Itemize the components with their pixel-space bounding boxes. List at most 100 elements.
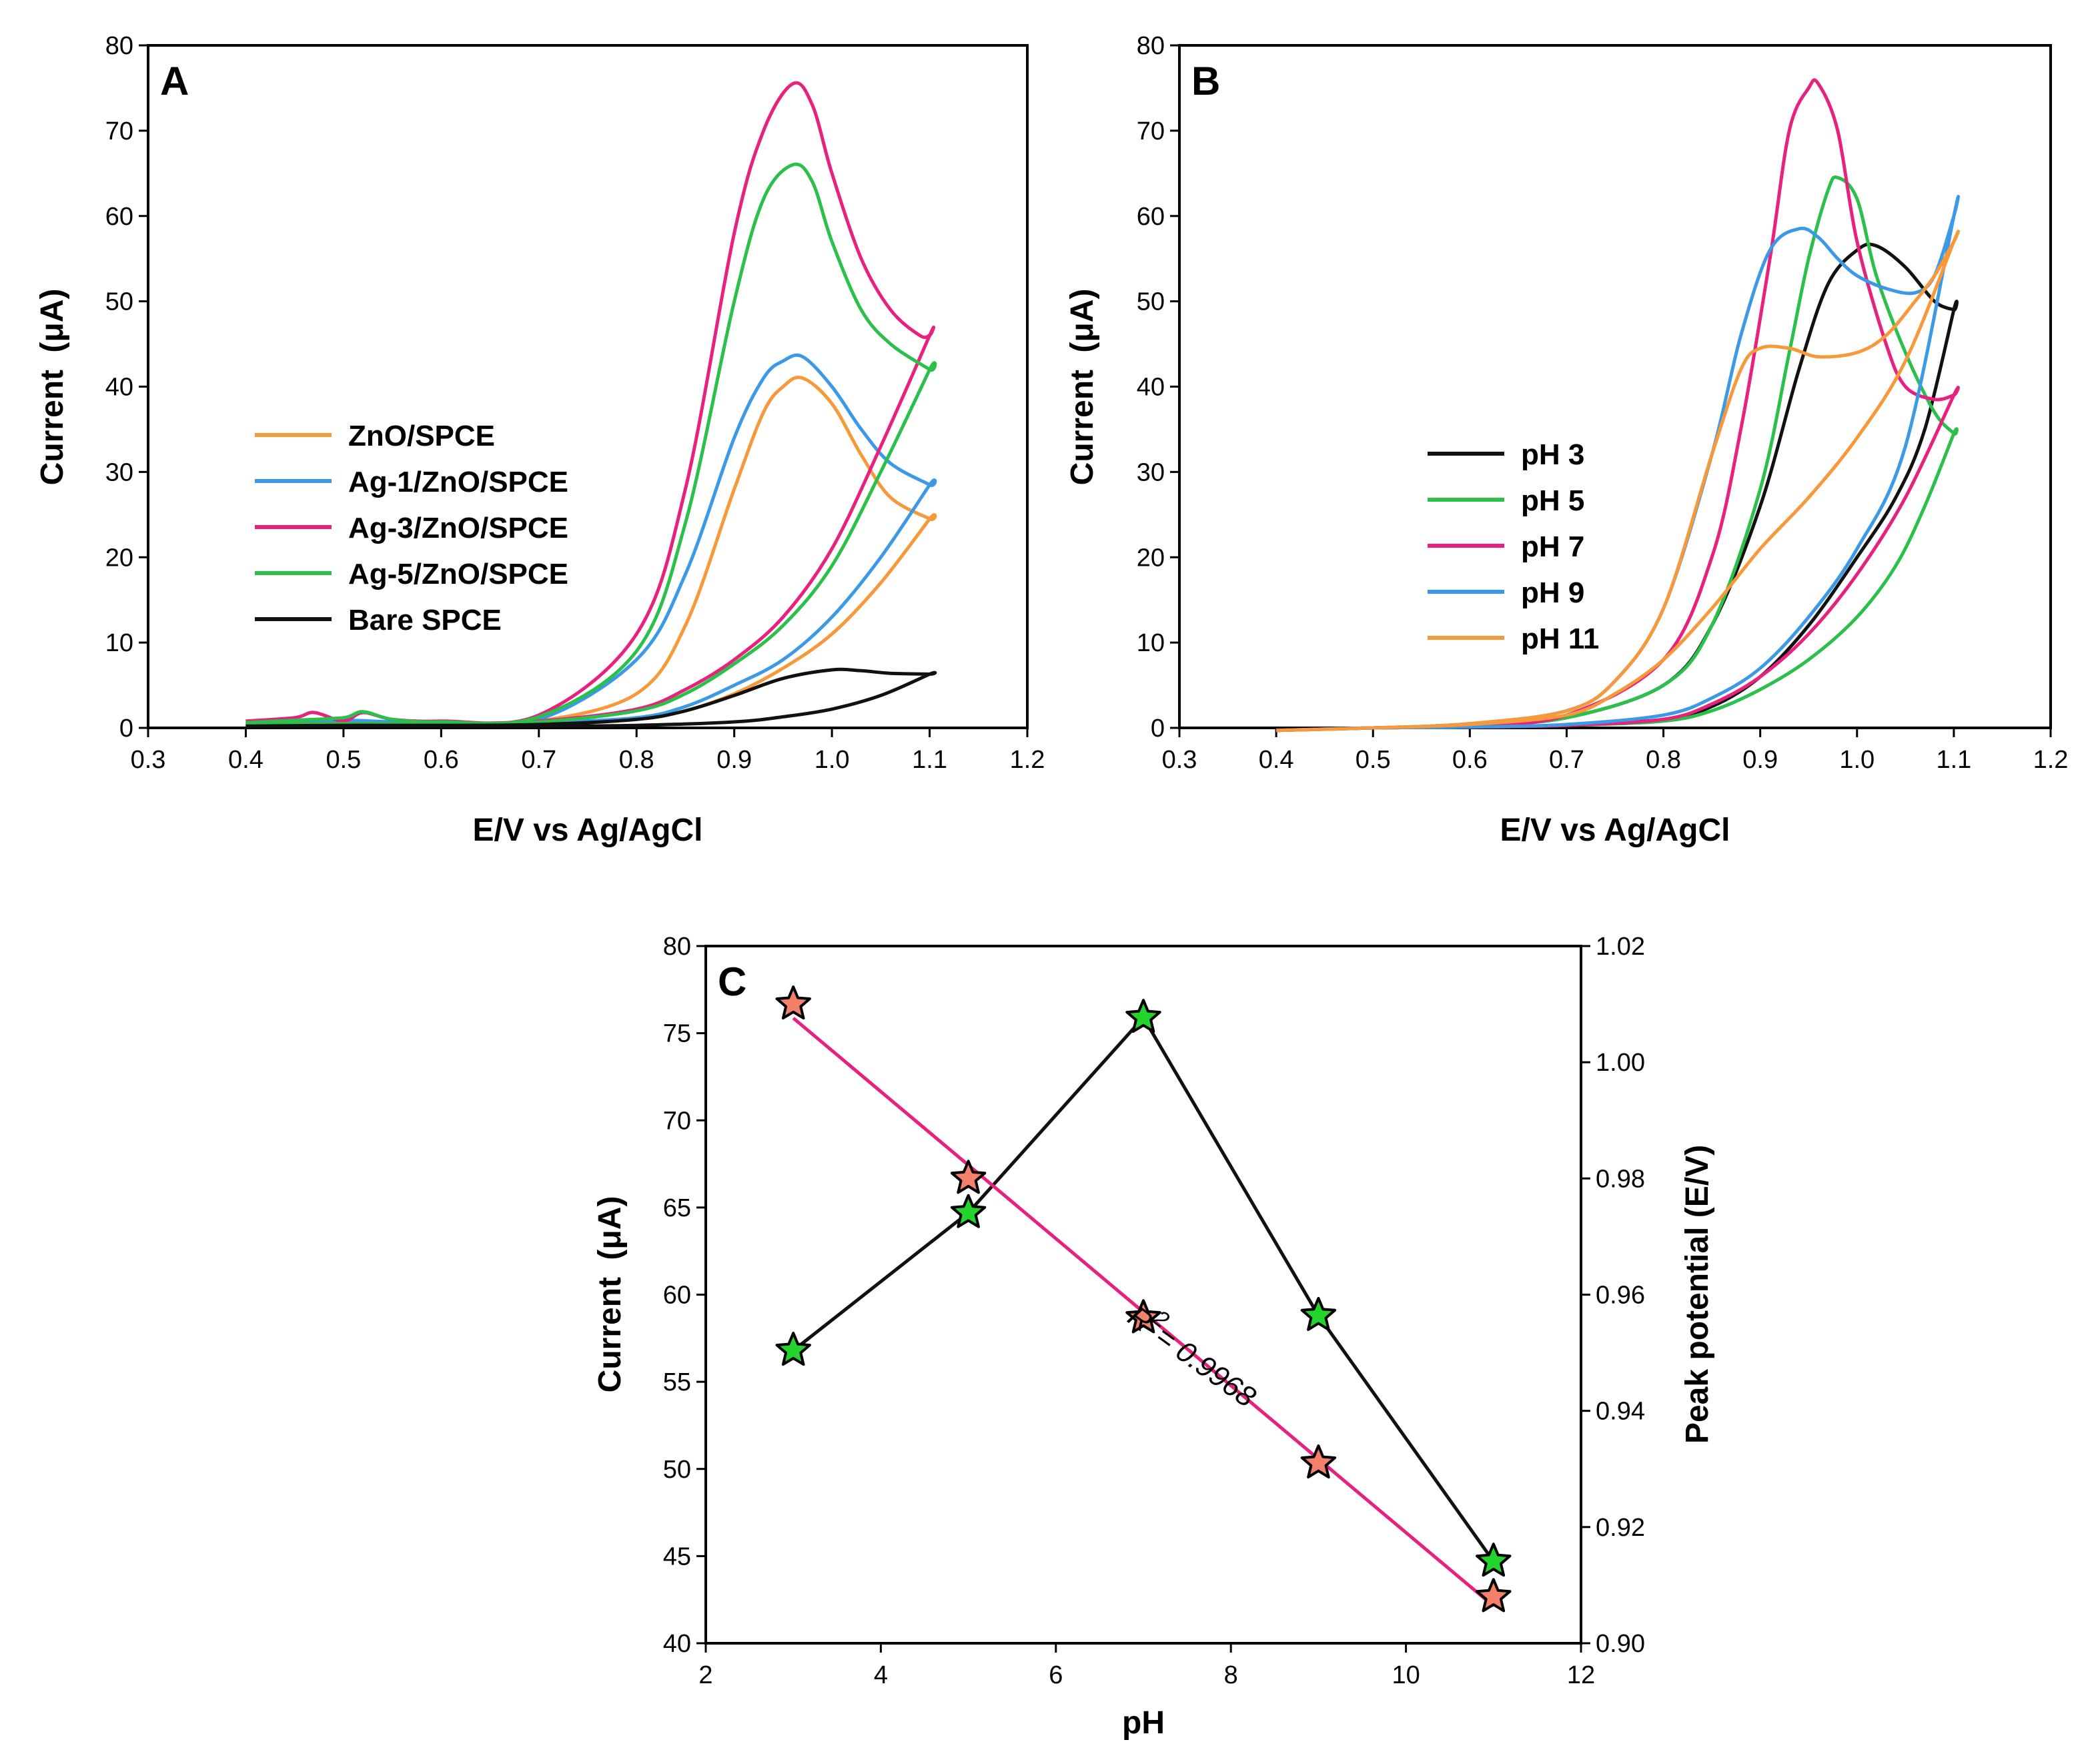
x-tick-label: 0.9 [1742,746,1778,774]
y-tick-label: 50 [1137,288,1165,316]
svg-text:Current (μA): Current (μA) [1065,289,1100,486]
r-squared-value: = 0.9968 [1149,1320,1262,1414]
x-tick-label: 0.6 [1452,746,1488,774]
panel-b-y-label-main: Current [1065,370,1100,485]
x-tick-label: 1.0 [1839,746,1875,774]
y-tick-label: 20 [1137,544,1165,572]
y-tick-label: 20 [105,544,133,572]
marker-current [1476,1543,1512,1577]
x-tick-label: 2 [698,1661,712,1689]
x-tick-label: 0.8 [1646,746,1681,774]
x-tick-label: 0.4 [1259,746,1294,774]
y-tick-label: 70 [663,1107,691,1135]
series-line-ph-11 [1276,230,1960,733]
panel-c-markers [775,985,1512,1613]
panel-a-legend: ZnO/SPCE Ag-1/ZnO/SPCE Ag-3/ZnO/SPCE Ag-5/Z… [255,420,568,636]
y-tick-label: 10 [105,629,133,657]
x-tick-label: 4 [874,1661,888,1689]
y2-tick-label: 1.02 [1596,933,1645,961]
panel-c-y2-ticks: 0.90 0.92 0.94 0.96 0.98 1.00 1.02 [1581,933,1645,1658]
y-tick-label: 70 [105,117,133,145]
y2-tick-label: 1.00 [1596,1049,1645,1077]
y2-tick-label: 0.90 [1596,1630,1645,1658]
marker-peak-potential [1476,1578,1512,1613]
legend-label-ph-5: pH 5 [1521,484,1584,517]
y2-tick-label: 0.98 [1596,1165,1645,1193]
panel-b-y-ticks: 0 10 20 30 40 50 60 70 80 [1137,32,1179,743]
legend-label-ph-7: pH 7 [1521,530,1584,563]
y-tick-label: 80 [1137,32,1165,60]
panel-c-y-ticks: 40 45 50 55 60 65 70 75 80 [663,933,706,1658]
marker-peak-potential [1125,1299,1161,1334]
legend-label-ph-11: pH 11 [1521,622,1599,655]
series-line-ph-9 [1276,195,1960,733]
series-line-current [792,1014,1495,1563]
y-tick-label: 60 [1137,203,1165,231]
svg-text:Current (μA): Current (μA) [35,289,70,486]
x-tick-label: 0.3 [131,746,166,774]
x-tick-label: 0.4 [228,746,264,774]
panel-c-y-label: Current (μA) [592,1196,628,1393]
panel-c-y-label-unit: (μA) [592,1196,628,1260]
x-tick-label: 12 [1567,1661,1595,1689]
y-tick-label: 65 [663,1194,691,1222]
panel-b-x-label: E/V vs Ag/AgCl [1500,813,1730,848]
y-tick-label: 60 [105,203,133,231]
panel-a-curves [245,81,937,729]
r-squared-annotation: R2= 0.9968 [1122,1293,1267,1414]
y-tick-label: 30 [1137,458,1165,486]
marker-current [1125,999,1161,1033]
panel-a-y-label: Current (μA) [35,289,70,486]
y-tick-label: 0 [119,715,133,743]
y-tick-label: 80 [663,933,691,961]
panel-c-y2-label: Peak potential (E/V) [1680,1145,1715,1444]
y-tick-label: 30 [105,458,133,486]
marker-current [775,1332,811,1366]
x-tick-label: 1.1 [912,746,947,774]
legend-label-ph-3: pH 3 [1521,438,1584,471]
series-line-ph-5 [1276,175,1959,733]
legend-label-ph-9: pH 9 [1521,576,1584,609]
x-tick-label: 1.2 [2033,746,2069,774]
legend-label-zno-spce: ZnO/SPCE [348,420,495,452]
panel-b-legend: pH 3 pH 5 pH 7 pH 9 pH 11 [1428,438,1599,655]
x-tick-label: 0.7 [1549,746,1584,774]
panel-a-y-label-main: Current [35,370,70,485]
series-line-bare-spce [245,667,937,729]
y2-tick-label: 0.94 [1596,1398,1645,1426]
y-tick-label: 50 [105,288,133,316]
legend-label-ag-5-zno-spce: Ag-5/ZnO/SPCE [348,558,568,590]
y-tick-label: 75 [663,1020,691,1048]
x-tick-label: 10 [1392,1661,1420,1689]
panel-b-y-label: Current (μA) [1065,289,1100,486]
y-tick-label: 10 [1137,629,1165,657]
panel-a-x-ticks: 0.3 0.4 0.5 0.6 0.7 0.8 0.9 1.0 1.1 1.2 [131,728,1045,774]
y-tick-label: 0 [1151,715,1165,743]
svg-text:Current (μA): Current (μA) [592,1196,628,1393]
x-tick-label: 1.2 [1010,746,1045,774]
x-tick-label: 0.8 [619,746,654,774]
y-tick-label: 80 [105,32,133,60]
svg-text:Peak potential (E/V): Peak potential (E/V) [1680,1145,1715,1444]
panel-b-x-ticks: 0.3 0.4 0.5 0.6 0.7 0.8 0.9 1.0 1.1 1.2 [1162,728,2069,774]
marker-peak-potential [950,1160,987,1194]
series-line-ag-5-zno-spce [245,162,937,726]
panel-c-y-label-main: Current [592,1277,628,1392]
panel-a-y-ticks: 0 10 20 30 40 50 60 70 80 [105,32,148,743]
x-tick-label: 1.0 [815,746,850,774]
y-tick-label: 40 [105,374,133,402]
x-tick-label: 6 [1049,1661,1063,1689]
panel-b-y-label-unit: (μA) [1065,289,1100,353]
panel-c-frame [704,945,1582,1645]
y-tick-label: 50 [663,1456,691,1484]
y-tick-label: 55 [663,1368,691,1396]
x-tick-label: 0.5 [1356,746,1391,774]
x-tick-label: 8 [1224,1661,1238,1689]
panel-a-y-label-unit: (μA) [35,289,70,353]
series-line-ph-7 [1276,78,1960,733]
y-tick-label: 40 [663,1630,691,1658]
panel-a-x-label: E/V vs Ag/AgCl [473,813,703,848]
